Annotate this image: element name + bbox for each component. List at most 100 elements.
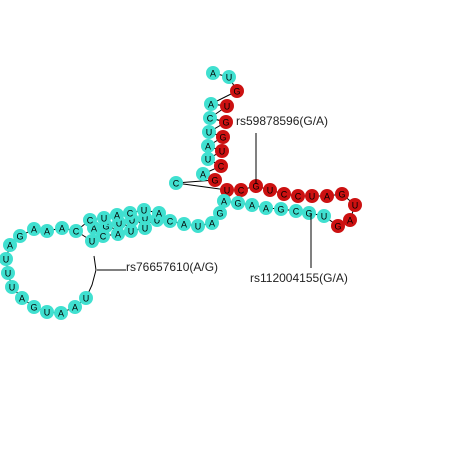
nucleotide-letter: G — [252, 182, 259, 192]
nucleotide-circle — [249, 179, 263, 193]
nucleotide-letter: A — [263, 204, 269, 214]
nucleotide-letter: U — [352, 201, 359, 211]
nucleotide-circle — [215, 144, 229, 158]
nucleotide-circle — [206, 66, 220, 80]
nucleotide-circle — [302, 206, 316, 220]
nucleotide-letter: U — [226, 73, 233, 83]
nucleotide-circle — [234, 183, 248, 197]
nucleotide-node: U — [201, 152, 215, 166]
nucleotide-node: G — [302, 206, 316, 220]
nucleotide-node: A — [205, 216, 219, 230]
nucleotide-letter: G — [16, 232, 23, 242]
nucleotide-circle — [97, 211, 111, 225]
nucleotide-letter: G — [234, 199, 241, 209]
nucleotide-circle — [202, 125, 216, 139]
nucleotide-letter: A — [59, 224, 65, 234]
nucleotide-letter: A — [210, 69, 216, 79]
nucleotide-node: A — [217, 194, 231, 208]
nucleotide-letter: A — [91, 224, 97, 234]
nucleotide-letter: C — [238, 186, 245, 196]
nucleotide-letter: U — [224, 186, 231, 196]
nucleotide-node: A — [111, 227, 125, 241]
nucleotide-circle — [55, 221, 69, 235]
nucleotide-node: A — [259, 201, 273, 215]
nucleotide-node: A — [201, 139, 215, 153]
nucleotide-node: U — [220, 183, 234, 197]
nucleotide-letter: U — [267, 186, 274, 196]
nucleotide-letter: U — [205, 155, 212, 165]
nucleotide-circle — [124, 224, 138, 238]
nucleotide-letter: C — [207, 114, 214, 124]
nucleotide-letter: A — [181, 220, 187, 230]
nucleotide-letter: A — [31, 225, 37, 235]
nucleotide-node: G — [230, 84, 244, 98]
nucleotide-circle — [137, 203, 151, 217]
nucleotide-node: A — [177, 217, 191, 231]
nucleotide-circle — [111, 227, 125, 241]
nucleotide-circle — [5, 280, 19, 294]
nucleotide-circle — [220, 99, 234, 113]
nucleotide-node: G — [274, 202, 288, 216]
nucleotide-node: C — [214, 159, 228, 173]
nucleotide-letter: U — [321, 212, 328, 222]
nucleotide-circle — [204, 97, 218, 111]
nucleotide-circle — [40, 305, 54, 319]
nucleotide-circle — [331, 219, 345, 233]
nucleotide-circle — [152, 206, 166, 220]
nucleotide-letter: G — [30, 303, 37, 313]
nucleotide-circle — [85, 234, 99, 248]
nucleotide-circle — [213, 206, 227, 220]
nucleotide-circle — [196, 167, 210, 181]
nucleotide-node: U — [220, 99, 234, 113]
nucleotide-circle — [274, 202, 288, 216]
nucleotide-node: A — [110, 208, 124, 222]
nucleotide-circle — [277, 187, 291, 201]
nucleotide-letter: A — [324, 192, 330, 202]
nucleotide-letter: C — [167, 217, 174, 227]
nucleotide-node: G — [216, 130, 230, 144]
nucleotide-node: C — [96, 229, 110, 243]
rs112004155-label: rs112004155(G/A) — [250, 271, 348, 285]
nucleotide-node: C — [289, 204, 303, 218]
nucleotide-node: A — [55, 221, 69, 235]
nucleotide-node: G — [208, 173, 222, 187]
nucleotide-circle — [320, 189, 334, 203]
nucleotide-node: U — [5, 280, 19, 294]
nucleotide-circle — [68, 300, 82, 314]
nucleotide-circle — [219, 115, 233, 129]
nucleotide-node: C — [234, 183, 248, 197]
nucleotide-letter: C — [281, 190, 288, 200]
nucleotide-node: A — [245, 198, 259, 212]
nucleotide-circle — [214, 159, 228, 173]
nucleotide-node: C — [277, 187, 291, 201]
nucleotide-letter: A — [347, 216, 353, 226]
nucleotide-letter: C — [73, 227, 80, 237]
nucleotide-circle — [138, 221, 152, 235]
rs59878596-label: rs59878596(G/A) — [236, 114, 328, 128]
nucleotide-node: C — [69, 224, 83, 238]
nucleotide-circle — [305, 189, 319, 203]
nucleotide-node: U — [79, 291, 93, 305]
nucleotide-letter: U — [116, 219, 123, 229]
nucleotide-circle — [263, 183, 277, 197]
nucleotide-letter: A — [19, 294, 25, 304]
nucleotide-letter: U — [195, 222, 202, 232]
nucleotide-letter: G — [233, 87, 240, 97]
rs76657610-label: rs76657610(A/G) — [126, 260, 218, 274]
nucleotide-letter: U — [3, 255, 10, 265]
nucleotide-letter: C — [127, 209, 134, 219]
nucleotide-circle — [3, 238, 17, 252]
nucleotide-node: U — [138, 221, 152, 235]
nucleotide-node: U — [1, 266, 15, 280]
nucleotide-circle — [216, 130, 230, 144]
nucleotide-letter: A — [58, 309, 64, 319]
nucleotide-letter: A — [7, 241, 13, 251]
nucleotide-circle — [110, 208, 124, 222]
nucleotide-letter: A — [115, 230, 121, 240]
nucleotide-circle — [40, 224, 54, 238]
nucleotide-letter: G — [219, 133, 226, 143]
nucleotide-letter: G — [222, 118, 229, 128]
nucleotide-node: A — [206, 66, 220, 80]
nucleotide-node: U — [97, 211, 111, 225]
nucleotide-letter: U — [83, 294, 90, 304]
